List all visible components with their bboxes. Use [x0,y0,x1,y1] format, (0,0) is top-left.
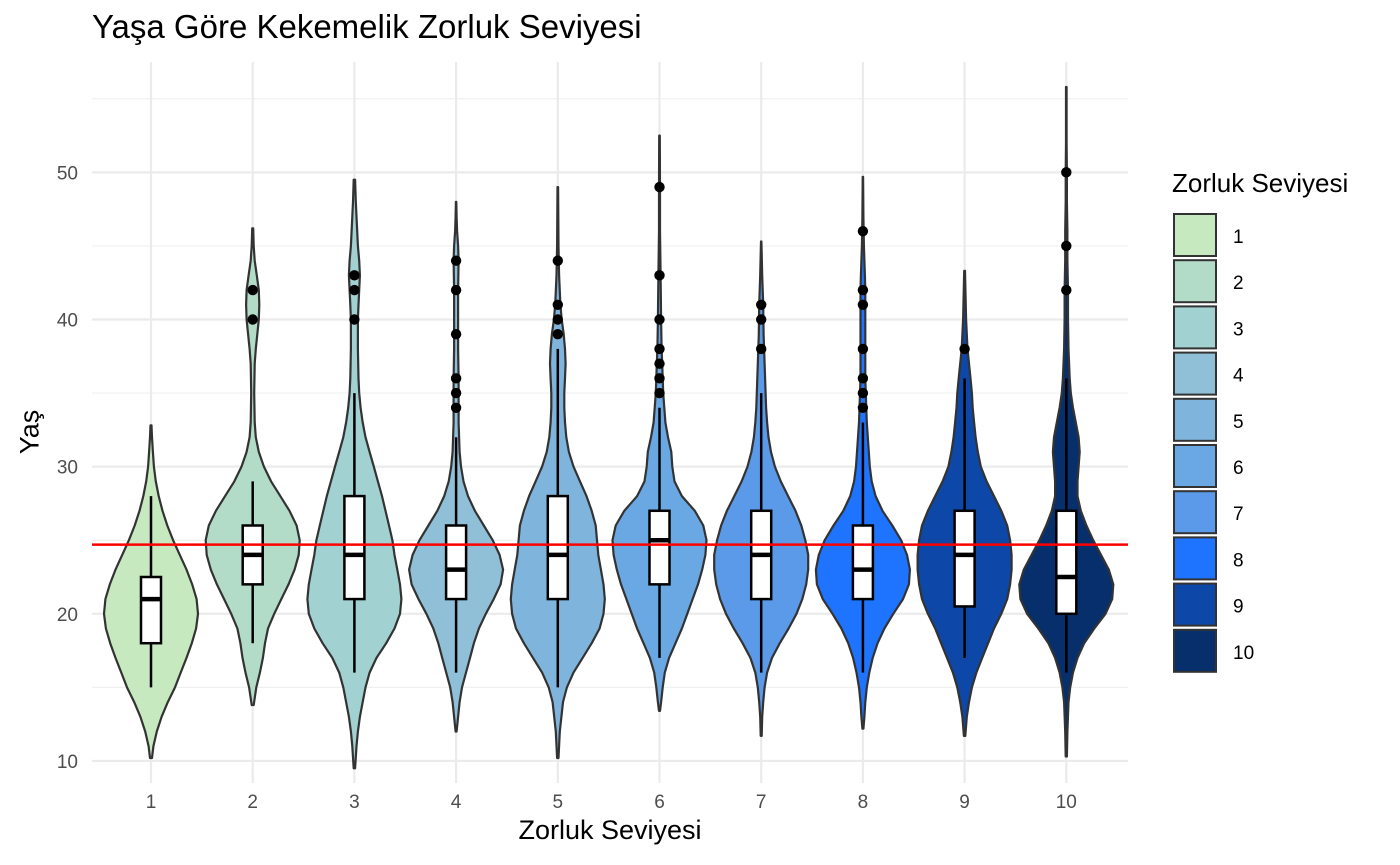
outlier-point [247,284,258,296]
legend-key [1173,351,1217,396]
legend-key [1173,628,1217,673]
outlier-point [857,402,869,413]
outlier-point [756,314,767,325]
box-level-3 [343,494,366,601]
x-axis-label: Zorluk Seviyesi [518,815,702,845]
box-level-6 [648,509,671,586]
legend-key [1173,444,1217,488]
x-tick-label: 10 [1056,792,1077,813]
legend-key [1173,213,1217,257]
x-tick-label: 9 [959,792,970,813]
x-tick-label: 3 [349,792,360,813]
outlier-point [450,402,462,413]
legend-key [1173,536,1217,581]
outlier-point [654,358,665,369]
outlier-point [1061,284,1072,296]
outlier-point [857,284,869,296]
legend-label: 7 [1233,504,1244,525]
x-tick-label: 8 [858,792,869,813]
box-level-1 [139,575,163,645]
y-tick-label: 50 [57,163,78,184]
box-level-5 [546,494,570,601]
outlier-point [857,343,869,355]
legend-key [1173,582,1217,627]
outlier-point [349,284,360,296]
legend-label: 10 [1233,643,1254,664]
outlier-point [857,373,869,384]
outlier-point [552,329,563,340]
legend-label: 9 [1233,597,1244,618]
legend-label: 8 [1233,550,1244,571]
outlier-point [857,299,869,310]
outlier-point [450,255,462,266]
legend-title: Zorluk Seviyesi [1172,168,1349,198]
legend-key [1173,490,1217,535]
outlier-point [247,314,258,325]
legend-label: 5 [1233,412,1244,433]
legend-key [1173,397,1217,442]
legend-label: 2 [1233,273,1244,294]
y-axis-label: Yaş [14,409,45,455]
outlier-point [654,373,665,384]
outlier-point [654,270,665,281]
outlier-point [552,255,563,266]
outlier-point [1061,240,1072,252]
y-tick-label: 20 [57,605,78,626]
outlier-point [552,314,563,325]
outlier-point [552,299,563,310]
legend-label: 4 [1233,366,1244,387]
x-tick-label: 2 [247,792,258,813]
outlier-point [349,270,360,281]
legend-label: 6 [1233,458,1244,479]
box-level-8 [851,524,875,601]
box-level-4 [444,524,468,601]
x-tick-label: 6 [654,792,665,813]
outlier-point [857,387,869,399]
outlier-point [450,329,462,340]
y-tick-label: 40 [57,311,78,332]
outlier-point [450,387,462,399]
outlier-point [654,314,665,325]
y-tick-label: 10 [57,752,78,773]
outlier-point [1061,167,1072,178]
outlier-point [654,387,665,399]
outlier-point [959,343,970,355]
x-tick-label: 7 [756,792,767,813]
legend-key [1173,305,1217,350]
box-level-10 [1055,509,1078,616]
outlier-point [450,373,462,384]
outlier-point [450,284,462,296]
outlier-point [349,314,360,325]
legend-label: 1 [1233,227,1244,248]
box-level-9 [953,509,976,608]
outlier-point [654,343,665,355]
x-tick-label: 5 [553,792,564,813]
violin-level-2 [204,227,301,707]
x-tick-label: 1 [146,792,157,813]
outlier-point [756,299,767,310]
outlier-point [756,343,767,355]
y-tick-label: 30 [57,458,78,479]
chart-title: Yaşa Göre Kekemelik Zorluk Seviyesi [92,8,642,45]
legend-label: 3 [1233,319,1244,340]
outlier-point [857,226,869,237]
outlier-point [654,181,665,193]
legend-key [1173,259,1217,304]
x-tick-label: 4 [451,792,462,813]
